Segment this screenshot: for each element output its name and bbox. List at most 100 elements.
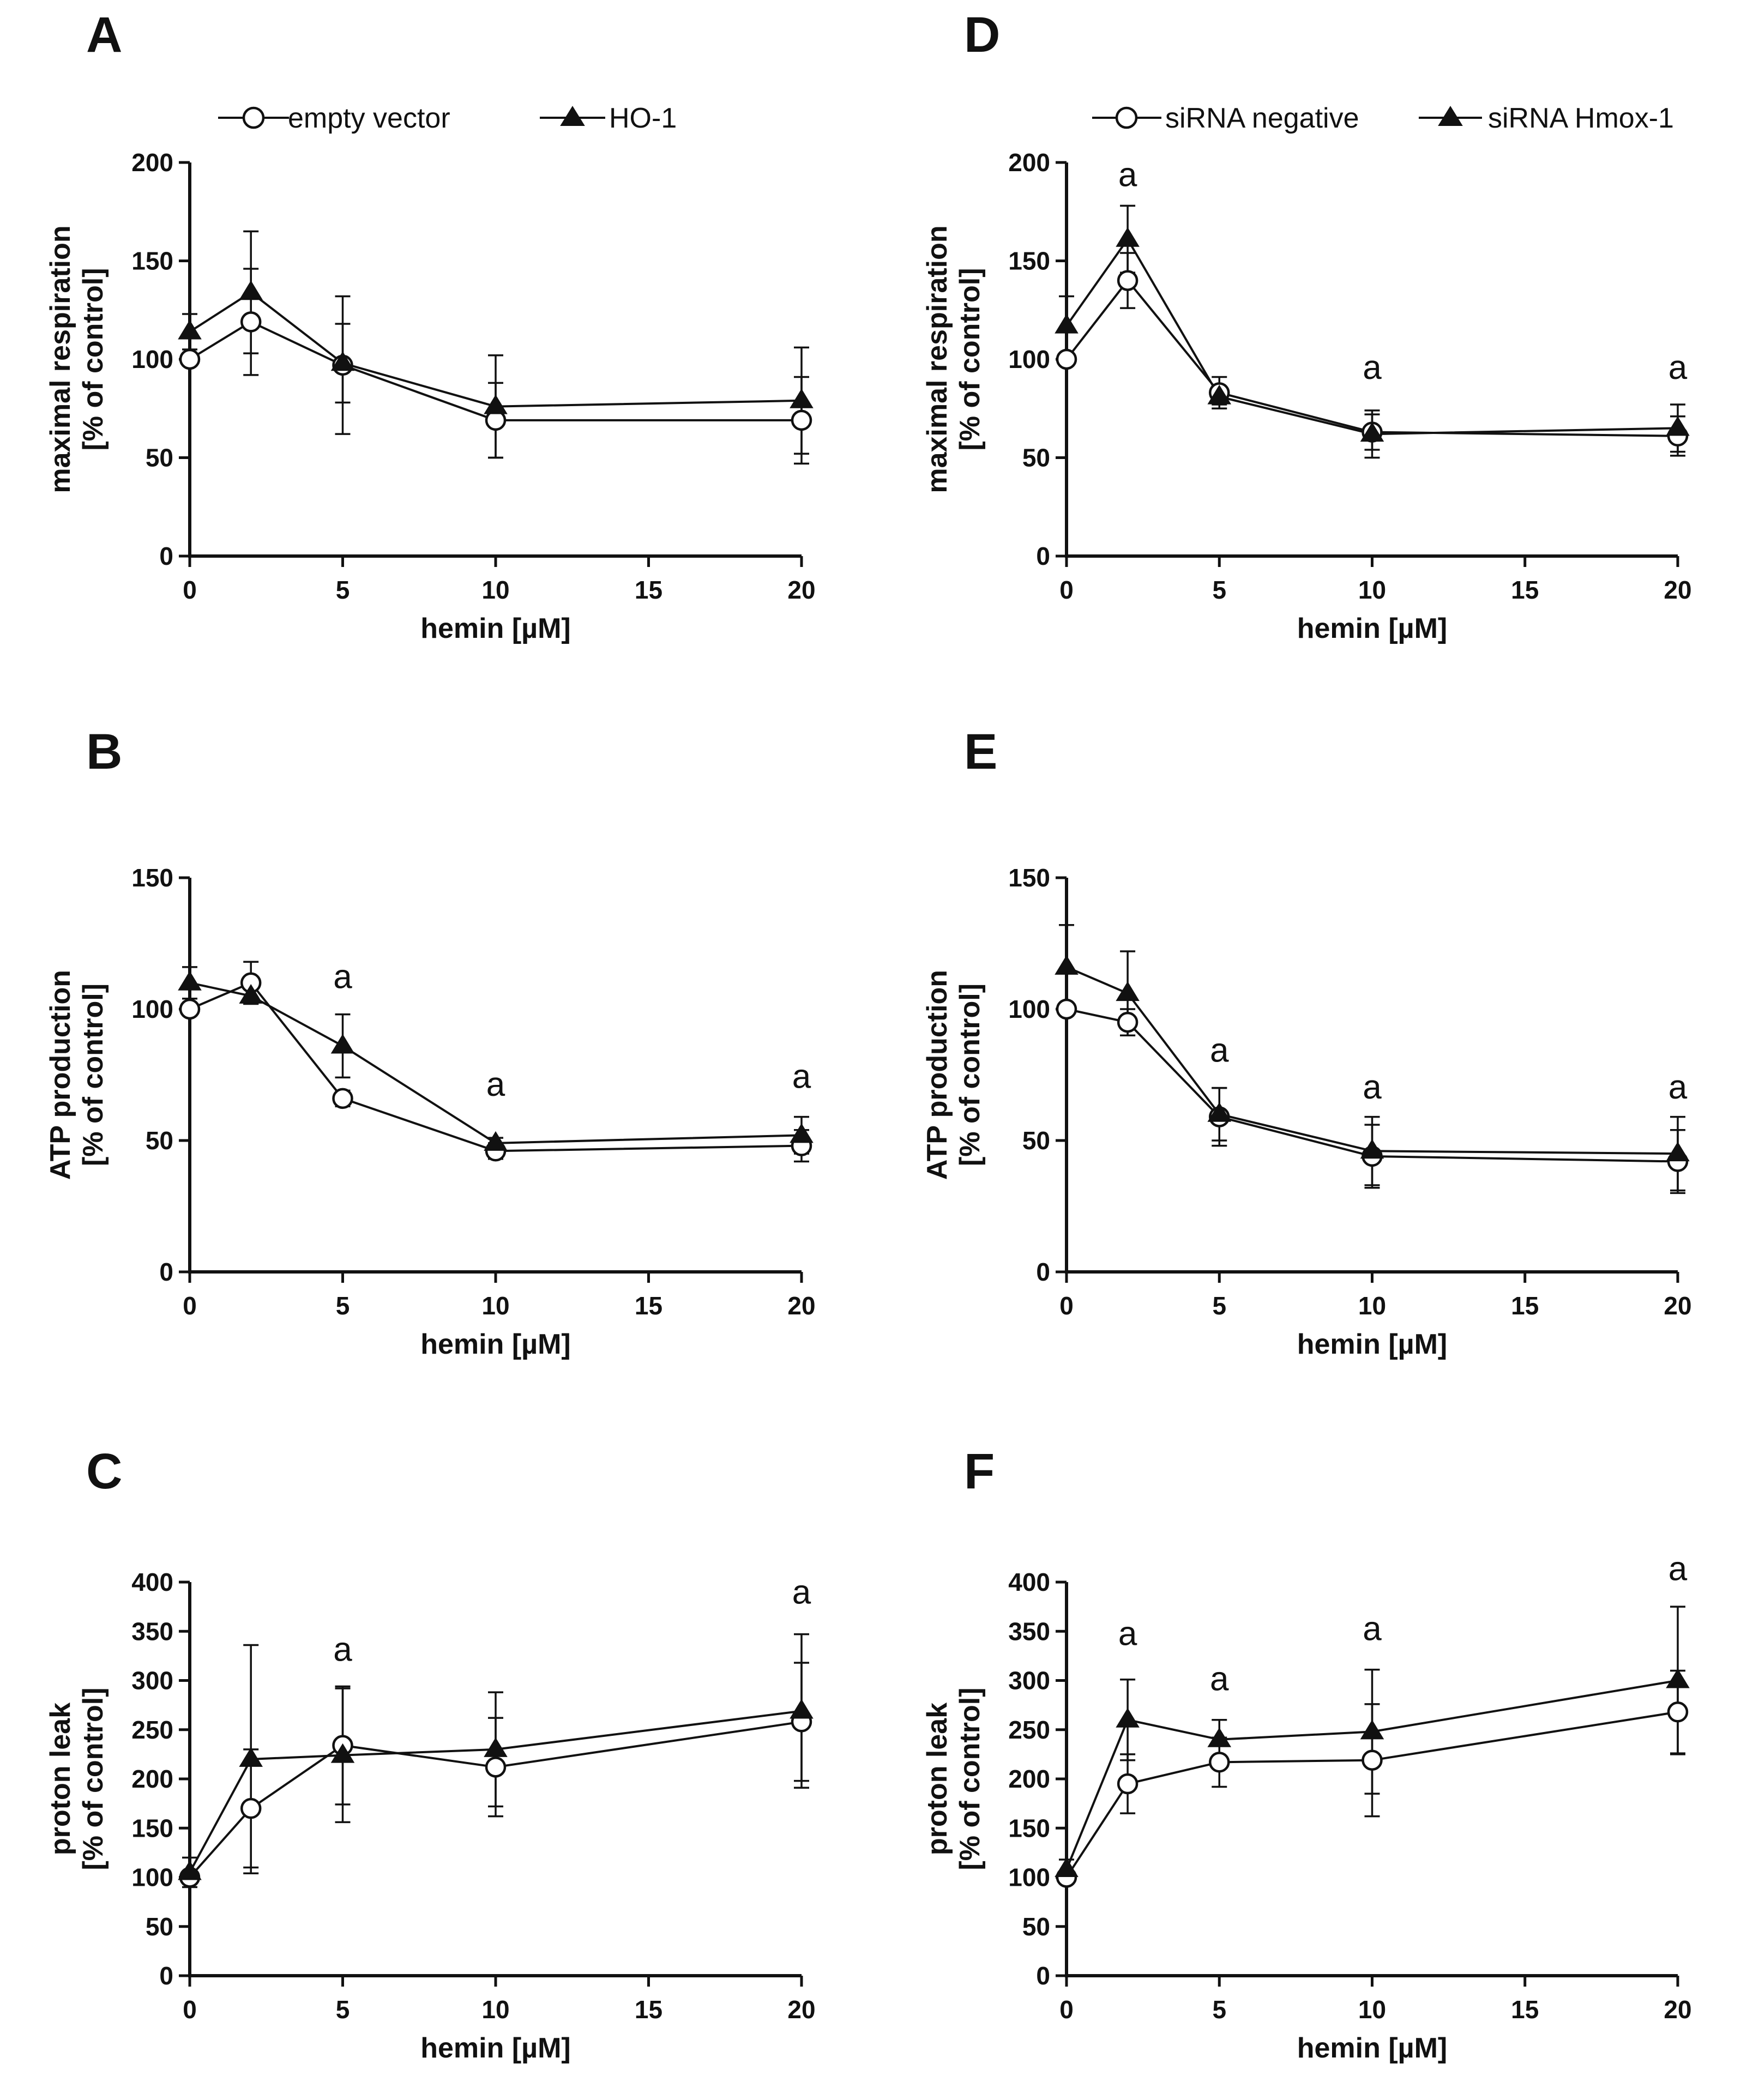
- x-axis-title: hemin [µM]: [420, 2032, 571, 2064]
- y-tick-label: 100: [131, 1863, 173, 1892]
- panel-letter: D: [964, 7, 1000, 63]
- legend-right-item-sirna-hmox-1: siRNA Hmox-1: [1419, 102, 1674, 134]
- x-tick-label: 10: [1358, 1995, 1386, 2024]
- data-point-filled-triangle: [330, 351, 355, 371]
- x-tick-label: 0: [1059, 576, 1074, 604]
- y-axis-title-line-2: [% of control]: [77, 983, 109, 1166]
- y-tick-label: 150: [1008, 247, 1050, 275]
- y-tick-label: 100: [1008, 345, 1050, 373]
- y-tick-label: 50: [1022, 1126, 1050, 1155]
- y-tick-label: 200: [131, 1765, 173, 1793]
- significance-label: a: [1118, 1615, 1137, 1653]
- plot-area: 0 50 100 150 200 0 5 10 15 20 hemin [µM] maximal re…: [921, 148, 1692, 644]
- x-axis-title: hemin [µM]: [1297, 613, 1448, 644]
- y-tick-label: 250: [131, 1716, 173, 1744]
- data-point-filled-triangle: [1360, 1139, 1384, 1159]
- data-point-open-circle: [1209, 1752, 1230, 1773]
- y-tick-label: 400: [1008, 1568, 1050, 1596]
- y-tick-label: 300: [1008, 1667, 1050, 1695]
- data-point-filled-triangle: [790, 388, 814, 408]
- data-point-filled-triangle: [1116, 227, 1140, 247]
- data-point-open-circle: [240, 1797, 262, 1819]
- y-tick-label: 400: [131, 1568, 173, 1596]
- data-point-filled-triangle: [1055, 1857, 1079, 1878]
- x-tick-label: 5: [1212, 576, 1226, 604]
- data-point-filled-triangle: [1360, 422, 1384, 442]
- significance-label: a: [1363, 1610, 1382, 1648]
- series-line-filled: [1065, 237, 1678, 436]
- panel-letter: A: [86, 7, 122, 63]
- significance-label: a: [792, 1574, 811, 1612]
- x-tick-label: 0: [1059, 1995, 1074, 2024]
- panel-letter: E: [964, 724, 997, 780]
- data-point-open-circle: [240, 311, 262, 333]
- y-tick-label: 200: [131, 148, 173, 177]
- x-tick-label: 5: [336, 576, 350, 604]
- x-tick-label: 0: [183, 576, 197, 604]
- data-point-filled-triangle: [790, 1123, 814, 1143]
- significance-label: a: [486, 1066, 505, 1103]
- significance-label: a: [1210, 1031, 1229, 1069]
- significance-label: a: [1668, 1069, 1688, 1106]
- data-point-open-circle: [332, 1088, 353, 1109]
- panel-letter: B: [86, 724, 122, 780]
- data-point-filled-triangle: [484, 1737, 508, 1757]
- y-tick-label: 100: [1008, 995, 1050, 1023]
- significance-label: a: [1118, 156, 1137, 194]
- data-point-filled-triangle: [239, 1747, 263, 1767]
- data-point-filled-triangle: [1207, 1102, 1232, 1122]
- filled-triangle-marker-icon: [560, 106, 585, 126]
- data-point-filled-triangle: [484, 394, 508, 414]
- x-tick-label: 0: [183, 1292, 197, 1320]
- data-point-open-circle: [1667, 1701, 1689, 1723]
- significance-label: a: [333, 958, 352, 995]
- x-axis-title: hemin [µM]: [1297, 1329, 1448, 1360]
- x-tick-label: 15: [635, 1995, 662, 2024]
- y-axis-title-line-1: maximal respiration: [921, 225, 953, 493]
- y-tick-label: 350: [131, 1617, 173, 1645]
- x-axis-title: hemin [µM]: [420, 1329, 571, 1360]
- y-axis-title-line-1: proton leak: [921, 1703, 953, 1855]
- y-tick-label: 0: [159, 1962, 173, 1990]
- data-point-filled-triangle: [1666, 1142, 1690, 1162]
- legend-label: HO-1: [609, 102, 677, 134]
- legend-right: siRNA negative siRNA Hmox-1: [1092, 102, 1674, 134]
- data-point-filled-triangle: [1116, 981, 1140, 1001]
- significance-label: a: [333, 1631, 352, 1668]
- data-point-filled-triangle: [1055, 313, 1079, 334]
- y-tick-label: 50: [146, 1912, 173, 1941]
- legend-left-item-empty-vector: empty vector: [218, 102, 450, 134]
- data-point-open-circle: [1056, 348, 1077, 370]
- y-tick-label: 150: [1008, 864, 1050, 892]
- data-point-filled-triangle: [790, 1699, 814, 1719]
- y-tick-label: 50: [146, 444, 173, 472]
- chart-panel-b: B 0 50 100 150 0 5 10 15 20 hemin [µM] ATP product…: [45, 724, 816, 1360]
- y-tick-label: 0: [159, 542, 173, 570]
- data-point-open-circle: [1362, 1749, 1383, 1771]
- x-axis-title: hemin [µM]: [420, 613, 571, 644]
- x-tick-label: 20: [1664, 576, 1691, 604]
- x-tick-label: 5: [1212, 1292, 1226, 1320]
- y-tick-label: 250: [1008, 1716, 1050, 1744]
- significance-label: a: [1363, 349, 1382, 387]
- significance-label: a: [1363, 1069, 1382, 1106]
- y-tick-label: 150: [1008, 1814, 1050, 1842]
- chart-panel-f: F 0 50 100 150 200 250 300 350 400 0 5 10 15 20 hemin …: [921, 1444, 1692, 2064]
- data-point-open-circle: [179, 348, 201, 370]
- x-tick-label: 10: [481, 1292, 509, 1320]
- x-tick-label: 20: [787, 576, 815, 604]
- x-tick-label: 10: [1358, 576, 1386, 604]
- data-point-open-circle: [791, 409, 812, 431]
- x-tick-label: 15: [635, 1292, 662, 1320]
- y-axis-title-line-1: ATP production: [45, 970, 76, 1180]
- y-axis-title-line-1: proton leak: [45, 1703, 76, 1855]
- y-axis-title-line-2: [% of control]: [77, 1687, 109, 1870]
- x-tick-label: 5: [336, 1292, 350, 1320]
- x-tick-label: 0: [183, 1995, 197, 2024]
- panel-letter: F: [964, 1444, 995, 1499]
- data-point-open-circle: [179, 998, 201, 1020]
- y-axis-title-line-1: ATP production: [921, 970, 953, 1180]
- data-point-filled-triangle: [330, 1034, 355, 1054]
- data-point-open-circle: [1056, 998, 1077, 1020]
- y-tick-label: 100: [1008, 1863, 1050, 1892]
